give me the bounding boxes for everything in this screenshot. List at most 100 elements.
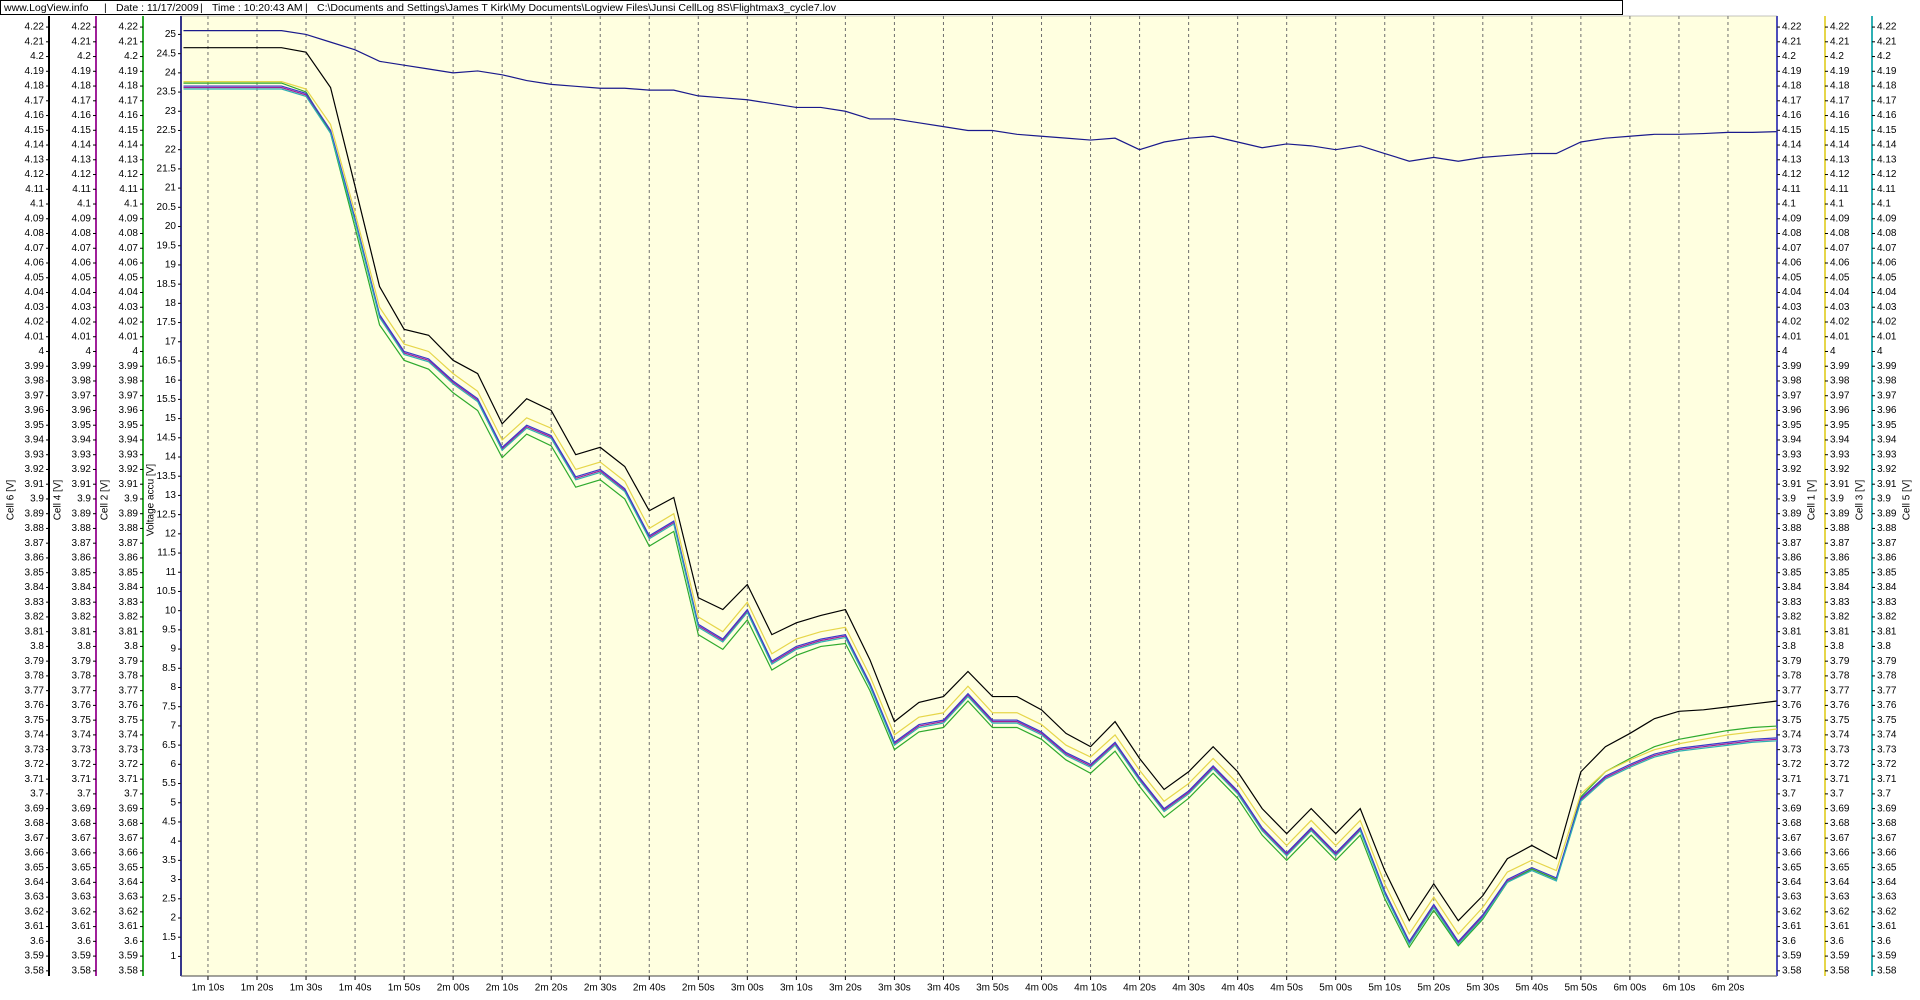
x-tick-label: 2m 30s xyxy=(584,983,617,994)
y-tick-label: 3.9 xyxy=(77,494,91,505)
y-tick-label: 3.69 xyxy=(119,803,139,814)
y-tick-label: 3.5 xyxy=(162,855,176,866)
y-axis-title: Cell 4 [V] xyxy=(53,479,64,520)
y-tick-label: 3.65 xyxy=(25,862,45,873)
y-tick-label: 8.5 xyxy=(162,663,176,674)
y-tick-label: 3.97 xyxy=(25,390,45,401)
x-tick-label: 4m 00s xyxy=(1025,983,1058,994)
x-tick-label: 5m 10s xyxy=(1368,983,1401,994)
y-tick-label: 3.95 xyxy=(1830,420,1850,431)
y-tick-label: 3.7 xyxy=(1782,789,1796,800)
y-tick-label: 10 xyxy=(165,605,177,616)
y-tick-label: 3.79 xyxy=(1877,656,1897,667)
y-tick-label: 4.17 xyxy=(1877,95,1897,106)
y-tick-label: 3.74 xyxy=(1830,730,1850,741)
y-tick-label: 3.75 xyxy=(119,715,139,726)
y-tick-label: 3.9 xyxy=(30,494,44,505)
y-tick-label: 4 xyxy=(132,346,138,357)
y-tick-label: 3.98 xyxy=(72,376,92,387)
y-tick-label: 15 xyxy=(165,413,177,424)
y-axis-title: Voltage accu [V] xyxy=(146,464,157,536)
header-file: C:\Documents and Settings\James T Kirk\M… xyxy=(317,2,837,14)
y-tick-label: 4.13 xyxy=(1830,154,1850,165)
y-tick-label: 3.78 xyxy=(1782,671,1802,682)
x-tick-label: 5m 50s xyxy=(1564,983,1597,994)
y-tick-label: 4.02 xyxy=(1782,317,1802,328)
y-tick-label: 4.02 xyxy=(1877,317,1897,328)
y-tick-label: 3.69 xyxy=(72,803,92,814)
y-tick-label: 3.99 xyxy=(25,361,45,372)
y-tick-label: 3.96 xyxy=(1877,405,1897,416)
y-tick-label: 4.16 xyxy=(25,110,45,121)
y-tick-label: 4.04 xyxy=(1830,287,1850,298)
y-tick-label: 3.84 xyxy=(25,582,45,593)
y-tick-label: 3.96 xyxy=(1782,405,1802,416)
y-tick-label: 3.64 xyxy=(25,877,45,888)
y-tick-label: 3.6 xyxy=(30,936,44,947)
y-tick-label: 3.95 xyxy=(72,420,92,431)
y-tick-label: 3.85 xyxy=(25,567,45,578)
y-tick-label: 3.78 xyxy=(1877,671,1897,682)
y-tick-label: 7.5 xyxy=(162,701,176,712)
y-axis-title: Cell 2 [V] xyxy=(100,479,111,520)
y-tick-label: 4.1 xyxy=(1830,199,1844,210)
y-tick-label: 3.87 xyxy=(1830,538,1850,549)
y-tick-label: 5 xyxy=(170,797,176,808)
y-tick-label: 3.59 xyxy=(1830,951,1850,962)
y-tick-label: 3.64 xyxy=(1830,877,1850,888)
y-tick-label: 4.13 xyxy=(1877,154,1897,165)
y-tick-label: 3.66 xyxy=(119,848,139,859)
y-tick-label: 3.74 xyxy=(25,730,45,741)
y-tick-label: 6 xyxy=(170,759,176,770)
y-tick-label: 4.06 xyxy=(25,258,45,269)
y-tick-label: 4 xyxy=(85,346,91,357)
y-tick-label: 4.14 xyxy=(72,140,92,151)
y-tick-label: 3.97 xyxy=(72,390,92,401)
y-tick-label: 1.5 xyxy=(162,932,176,943)
y-tick-label: 4.1 xyxy=(77,199,91,210)
y-tick-label: 4.15 xyxy=(1830,125,1850,136)
series-line xyxy=(183,86,1778,945)
x-tick-label: 6m 20s xyxy=(1712,983,1745,994)
y-tick-label: 4.14 xyxy=(1830,140,1850,151)
y-tick-label: 3.88 xyxy=(1830,523,1850,534)
y-tick-label: 4.07 xyxy=(1877,243,1897,254)
y-tick-label: 4.1 xyxy=(1877,199,1891,210)
y-tick-label: 3.86 xyxy=(72,553,92,564)
y-tick-label: 4.18 xyxy=(1830,81,1850,92)
y-tick-label: 3.97 xyxy=(119,390,139,401)
x-tick-label: 6m 00s xyxy=(1614,983,1647,994)
y-tick-label: 4.09 xyxy=(1877,213,1897,224)
y-tick-label: 3.84 xyxy=(72,582,92,593)
y-tick-label: 22 xyxy=(165,144,177,155)
y-tick-label: 4.18 xyxy=(1877,81,1897,92)
y-tick-label: 4.19 xyxy=(119,66,139,77)
y-tick-label: 14 xyxy=(165,452,177,463)
y-tick-label: 3.84 xyxy=(1877,582,1897,593)
y-tick-label: 3.97 xyxy=(1830,390,1850,401)
y-tick-label: 3.89 xyxy=(1877,508,1897,519)
x-tick-label: 4m 20s xyxy=(1123,983,1156,994)
y-tick-label: 4.13 xyxy=(1782,154,1802,165)
y-tick-label: 2.5 xyxy=(162,893,176,904)
y-tick-label: 3.66 xyxy=(1782,848,1802,859)
y-tick-label: 4.07 xyxy=(25,243,45,254)
y-tick-label: 4.22 xyxy=(1830,22,1850,33)
y-tick-label: 17.5 xyxy=(157,317,177,328)
y-tick-label: 3.98 xyxy=(119,376,139,387)
y-tick-label: 5.5 xyxy=(162,778,176,789)
x-tick-label: 2m 00s xyxy=(437,983,470,994)
y-tick-label: 3.7 xyxy=(30,789,44,800)
y-axis-title: Cell 6 [V] xyxy=(6,479,17,520)
y-tick-label: 3.77 xyxy=(25,685,45,696)
y-tick-label: 3.81 xyxy=(1877,626,1897,637)
y-tick-label: 3.72 xyxy=(1782,759,1802,770)
y-tick-label: 4.01 xyxy=(25,331,45,342)
y-tick-label: 3.92 xyxy=(119,464,139,475)
y-tick-label: 3.61 xyxy=(1877,921,1897,932)
y-tick-label: 3.94 xyxy=(25,435,45,446)
y-tick-label: 3.66 xyxy=(1830,848,1850,859)
y-tick-label: 3.68 xyxy=(1782,818,1802,829)
y-tick-label: 4.19 xyxy=(1877,66,1897,77)
y-tick-label: 3.76 xyxy=(1782,700,1802,711)
